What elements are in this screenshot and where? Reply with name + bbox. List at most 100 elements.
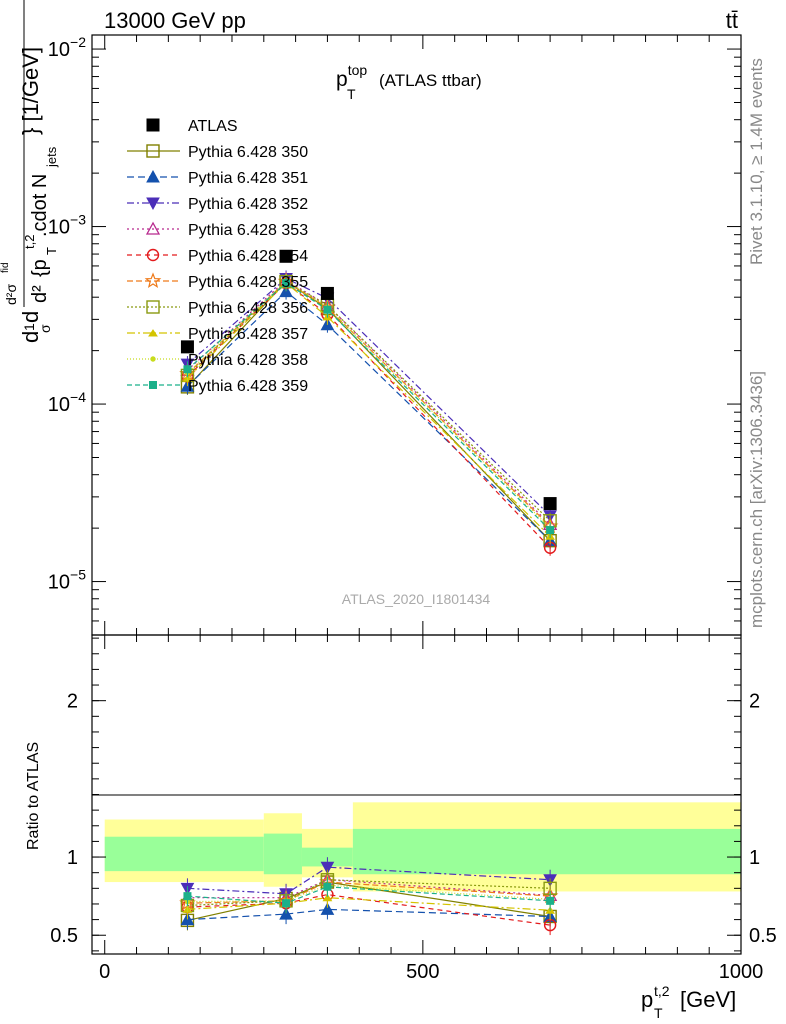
data-point: [320, 286, 334, 300]
legend-label-4: Pythia 6.428 353: [188, 222, 308, 239]
ratio-y-tick-label-left: 1: [67, 847, 78, 869]
ratio-point: [279, 907, 293, 920]
chart-title-sub: T: [347, 86, 356, 102]
y-tick-exp: −5: [70, 567, 86, 583]
series-line-9: [186, 280, 551, 529]
series-line-8: [186, 282, 551, 537]
y-tick-exp: −3: [70, 212, 86, 228]
legend-label-5: Pythia 6.428 354: [188, 248, 308, 265]
ylabel-unit: } [1/GeV]: [18, 47, 43, 135]
xlabel-sup: t,2: [654, 983, 670, 999]
ylabel-brace-sub: T: [44, 247, 59, 255]
legend-marker-5: [146, 248, 160, 262]
x-tick-label: 500: [406, 961, 439, 983]
legend-label-2: Pythia 6.428 351: [188, 170, 308, 187]
y-tick-label: 10−2: [48, 34, 86, 61]
source-note: mcplots.cern.ch [arXiv:1306.3436]: [747, 371, 766, 628]
y-tick-base: 10: [48, 39, 70, 61]
ylabel-d2: d: [18, 311, 43, 323]
series-line-1: [186, 280, 551, 542]
chart-title: ptop: [336, 62, 367, 91]
ratio-point: [323, 882, 332, 891]
legend-label-10: Pythia 6.428 359: [188, 378, 308, 395]
ratio-line-3: [187, 866, 551, 895]
series-line-4: [186, 279, 551, 525]
ratio-line-2: [187, 908, 551, 921]
ylabel-sigma: σ: [37, 324, 53, 333]
series-line-10: [187, 282, 551, 531]
main-ylabel: d 1 σ d d²σ fid d² {p T t,2 .cdot N jets…: [0, 0, 59, 343]
legend-label-3: Pythia 6.428 352: [188, 196, 308, 213]
ylabel-cdot: .cdot N: [29, 174, 51, 237]
legend-marker-2: [146, 169, 160, 183]
ylabel-d2sigma: d²σ: [3, 284, 19, 305]
ratio-line-10: [187, 886, 551, 904]
ratio-y-tick-label-left: 0.5: [50, 925, 78, 947]
ratio-line-5: [187, 893, 551, 926]
ratio-line-8: [187, 897, 551, 911]
ratio-line-4: [187, 879, 551, 899]
ratio-line-7: [187, 879, 551, 907]
ratio-marks: [179, 857, 559, 936]
main-ticks: 10−510−410−310−2: [48, 34, 742, 635]
ylabel-brace: {p: [29, 259, 51, 277]
series-point: [323, 305, 332, 314]
legend-marker-1: [146, 144, 160, 158]
x-tick-label: 1000: [719, 961, 764, 983]
uncertainty-band-green: [263, 833, 302, 875]
ratio-line-9: [187, 884, 551, 903]
y-tick-base: 10: [48, 572, 70, 594]
ratio-y-tick-label-right: 1: [749, 847, 760, 869]
data-point: [279, 249, 293, 263]
ratio-ticks: 0.5 0.5 1 1 2 2 0 500 1000: [50, 635, 777, 983]
legend-marker-10: [149, 381, 157, 389]
series-line-2: [186, 290, 551, 542]
energy-label: 13000 GeV pp: [104, 8, 246, 33]
rivet-note: Rivet 3.1.10, ≥ 1.4M events: [747, 58, 766, 265]
series-point: [183, 365, 192, 374]
chart-title-rest: (ATLAS ttbar): [379, 71, 482, 90]
legend-marker-7: [146, 300, 160, 314]
legend-marker-data: [146, 118, 160, 132]
series-line-6: [186, 280, 551, 527]
ylabel-one: 1: [21, 323, 37, 331]
ylabel-d: d: [18, 331, 43, 343]
ratio-line-6: [187, 881, 551, 904]
legend-marker-8: [148, 329, 158, 337]
process-label: tt̄: [726, 8, 738, 33]
legend-label-data: ATLAS: [188, 118, 238, 135]
ratio-point: [322, 893, 333, 902]
ratio-point: [282, 899, 291, 908]
legend-marker-9: [150, 356, 156, 362]
analysis-label: ATLAS_2020_I1801434: [342, 591, 491, 607]
main-marks: [179, 249, 559, 556]
uncertainty-band-green: [301, 847, 353, 867]
uncertainty-band-green: [104, 836, 264, 872]
legend-label-8: Pythia 6.428 357: [188, 326, 308, 343]
ratio-panel: 0.5 0.5 1 1 2 2 0 500 1000 Ratio to ATLAS p T t,…: [25, 634, 777, 1021]
ratio-point: [320, 861, 335, 875]
uncertainty-band-green: [352, 828, 741, 875]
ratio-point: [320, 902, 335, 915]
chart-title-sup: top: [348, 62, 368, 78]
ratio-y-tick-label-left: 2: [67, 691, 78, 713]
ratio-point: [546, 896, 555, 905]
ylabel-fid: fid: [0, 262, 11, 273]
series-line-7: [186, 280, 551, 522]
data-point: [180, 340, 194, 354]
y-tick-label: 10−5: [48, 567, 86, 594]
main-panel: 10−510−410−310−2 ptop T (ATLAS ttbar) AT…: [0, 0, 742, 636]
ratio-point: [183, 892, 192, 901]
series-line-3: [187, 277, 551, 517]
ratio-bands: [104, 802, 741, 892]
xlabel-p: p: [641, 987, 653, 1012]
legend-label-9: Pythia 6.428 358: [188, 352, 308, 369]
y-tick-base: 10: [48, 217, 70, 239]
x-tick-label: 0: [99, 961, 110, 983]
ratio-y-tick-label-right: 2: [749, 691, 760, 713]
series-point: [546, 526, 555, 535]
data-point: [543, 497, 557, 511]
xlabel-unit: [GeV]: [680, 987, 736, 1012]
ratio-ylabel: Ratio to ATLAS: [25, 742, 42, 850]
